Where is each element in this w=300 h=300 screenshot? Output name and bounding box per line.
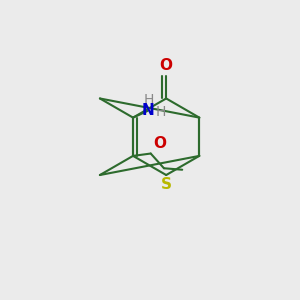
Text: N: N xyxy=(141,103,154,118)
Text: O: O xyxy=(153,136,166,151)
Text: O: O xyxy=(160,58,173,74)
Text: S: S xyxy=(161,177,172,192)
Text: H: H xyxy=(156,105,166,119)
Text: H: H xyxy=(143,93,154,107)
